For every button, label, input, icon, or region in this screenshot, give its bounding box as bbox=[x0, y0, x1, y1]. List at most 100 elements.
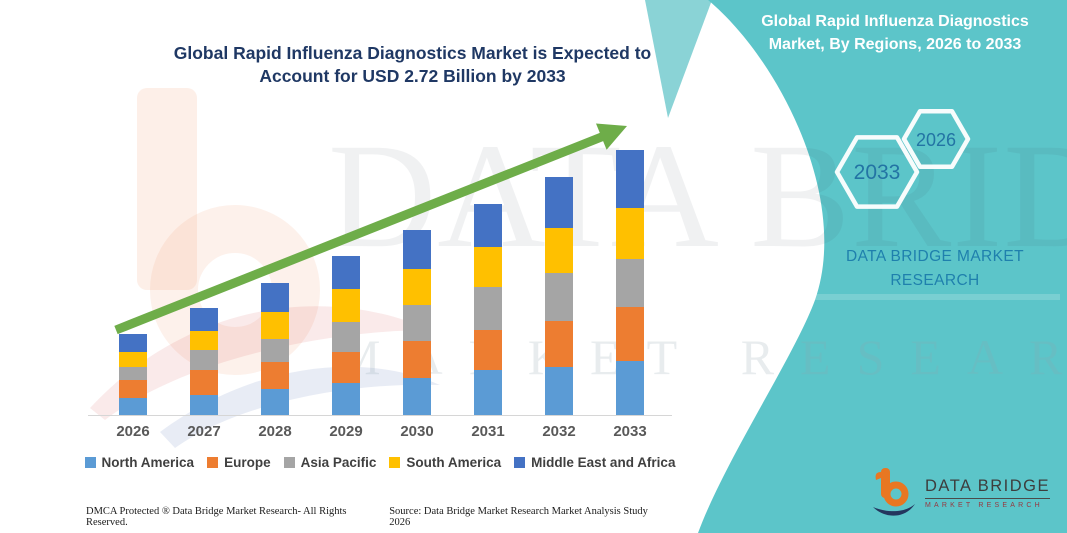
bar-2031 bbox=[474, 203, 502, 415]
legend-item-south-america: South America bbox=[389, 455, 501, 470]
bar-2033 bbox=[616, 150, 644, 415]
bar-segment-2029-europe bbox=[332, 351, 360, 383]
bar-segment-2033-middle-east-and-africa bbox=[616, 150, 644, 208]
legend-label-asia-pacific: Asia Pacific bbox=[300, 455, 377, 470]
databridge-logo-text: DATA BRIDGE MARKET RESEARCH bbox=[925, 477, 1050, 509]
bar-segment-2032-north-america bbox=[545, 367, 573, 415]
brand-text: DATA BRIDGE MARKET RESEARCH bbox=[815, 245, 1055, 293]
brand-text-line2: RESEARCH bbox=[890, 272, 980, 289]
teal-light-wedge bbox=[645, 0, 712, 118]
bar-segment-2030-middle-east-and-africa bbox=[403, 229, 431, 269]
legend-label-north-america: North America bbox=[101, 455, 195, 470]
hexagon-2033 bbox=[834, 135, 920, 209]
bar-segment-2027-europe bbox=[190, 370, 218, 395]
x-axis-label-2030: 2030 bbox=[400, 423, 434, 440]
legend-swatch-middle-east-and-africa bbox=[514, 457, 526, 468]
legend-label-middle-east-and-africa: Middle East and Africa bbox=[531, 455, 676, 470]
bar-2026 bbox=[119, 334, 147, 415]
chart-legend: North America Europe Asia Pacific South Ame… bbox=[84, 455, 675, 470]
bar-segment-2031-middle-east-and-africa bbox=[474, 203, 502, 248]
x-axis-label-2033: 2033 bbox=[613, 423, 647, 440]
bar-segment-2029-asia-pacific bbox=[332, 321, 360, 352]
x-axis-label-2027: 2027 bbox=[187, 423, 221, 440]
bar-segment-2031-europe bbox=[474, 330, 502, 371]
chart-title-line2: Account for USD 2.72 Billion by 2033 bbox=[259, 66, 566, 86]
hexagon-2026 bbox=[901, 109, 971, 169]
bar-segment-2027-middle-east-and-africa bbox=[190, 307, 218, 332]
hexagon-2033-label: 2033 bbox=[854, 161, 901, 184]
legend-label-europe: Europe bbox=[224, 455, 271, 470]
legend-swatch-south-america bbox=[389, 457, 401, 468]
hexagon-2026-label: 2026 bbox=[916, 130, 956, 150]
bar-segment-2033-north-america bbox=[616, 361, 644, 415]
bar-segment-2031-asia-pacific bbox=[474, 287, 502, 331]
legend-item-asia-pacific: Asia Pacific bbox=[283, 455, 377, 470]
x-axis-label-2032: 2032 bbox=[542, 423, 576, 440]
legend-label-south-america: South America bbox=[406, 455, 502, 470]
bar-segment-2031-south-america bbox=[474, 247, 502, 288]
legend-swatch-north-america bbox=[84, 457, 96, 468]
logo-brand-name: DATA BRIDGE bbox=[925, 477, 1050, 499]
right-panel-title-line1: Global Rapid Influenza Diagnostics bbox=[761, 13, 1029, 30]
bar-segment-2029-south-america bbox=[332, 289, 360, 322]
bar-segment-2029-north-america bbox=[332, 382, 360, 415]
bar-2029 bbox=[332, 256, 360, 415]
footer: DMCA Protected ® Data Bridge Market Rese… bbox=[86, 506, 670, 528]
bar-segment-2028-europe bbox=[261, 362, 289, 389]
legend-swatch-asia-pacific bbox=[283, 457, 295, 468]
x-axis-label-2029: 2029 bbox=[329, 423, 363, 440]
footer-source-text: Source: Data Bridge Market Research Mark… bbox=[389, 506, 648, 528]
chart-title: Global Rapid Influenza Diagnostics Marke… bbox=[155, 42, 670, 88]
brand-text-line1: DATA BRIDGE MARKET bbox=[845, 248, 1024, 265]
bar-segment-2032-south-america bbox=[545, 227, 573, 273]
legend-item-europe: Europe bbox=[207, 455, 271, 470]
bar-segment-2028-asia-pacific bbox=[261, 339, 289, 363]
bar-segment-2028-north-america bbox=[261, 388, 289, 415]
bar-segment-2028-middle-east-and-africa bbox=[261, 282, 289, 312]
databridge-logo: DATA BRIDGE MARKET RESEARCH bbox=[872, 466, 1050, 520]
bar-segment-2032-europe bbox=[545, 320, 573, 368]
x-axis-label-2031: 2031 bbox=[471, 423, 505, 440]
bar-segment-2026-europe bbox=[119, 379, 147, 399]
bar-2027 bbox=[190, 307, 218, 415]
bar-segment-2033-asia-pacific bbox=[616, 259, 644, 307]
legend-item-middle-east-and-africa: Middle East and Africa bbox=[514, 455, 675, 470]
x-axis-label-2028: 2028 bbox=[258, 423, 292, 440]
bar-segment-2028-south-america bbox=[261, 311, 289, 340]
right-panel-title: Global Rapid Influenza Diagnostics Marke… bbox=[740, 10, 1050, 56]
bar-segment-2033-south-america bbox=[616, 207, 644, 260]
right-panel-title-line2: Market, By Regions, 2026 to 2033 bbox=[768, 36, 1022, 53]
logo-subtitle: MARKET RESEARCH bbox=[925, 502, 1043, 509]
bar-segment-2030-asia-pacific bbox=[403, 304, 431, 341]
bar-segment-2033-europe bbox=[616, 306, 644, 362]
bar-segment-2032-middle-east-and-africa bbox=[545, 177, 573, 228]
bar-2032 bbox=[545, 177, 573, 415]
bar-segment-2027-north-america bbox=[190, 394, 218, 415]
bar-segment-2026-north-america bbox=[119, 398, 147, 415]
bar-segment-2032-asia-pacific bbox=[545, 272, 573, 321]
chart-title-line1: Global Rapid Influenza Diagnostics Marke… bbox=[173, 43, 652, 63]
bar-segment-2030-europe bbox=[403, 340, 431, 378]
legend-swatch-europe bbox=[207, 457, 219, 468]
hexagon-badges: 2026 2033 bbox=[834, 109, 971, 209]
bar-segment-2026-asia-pacific bbox=[119, 367, 147, 380]
bar-2030 bbox=[403, 229, 431, 415]
bar-segment-2027-south-america bbox=[190, 331, 218, 350]
bar-segment-2026-middle-east-and-africa bbox=[119, 334, 147, 352]
bar-segment-2030-south-america bbox=[403, 268, 431, 305]
teal-panel bbox=[698, 0, 1067, 533]
bar-segment-2031-north-america bbox=[474, 370, 502, 415]
plot-area: 2026 2027 2028 2029 2030 2031 2032 2033 bbox=[88, 110, 672, 440]
databridge-logo-icon bbox=[873, 468, 915, 516]
bar-segment-2029-middle-east-and-africa bbox=[332, 256, 360, 290]
x-axis-label-2026: 2026 bbox=[116, 423, 150, 440]
bar-2028 bbox=[261, 282, 289, 415]
footer-dmca-text: DMCA Protected ® Data Bridge Market Rese… bbox=[86, 506, 347, 528]
bar-segment-2030-north-america bbox=[403, 377, 431, 415]
x-axis-line bbox=[88, 415, 672, 416]
legend-item-north-america: North America bbox=[84, 455, 195, 470]
bar-segment-2026-south-america bbox=[119, 351, 147, 368]
bar-segment-2027-asia-pacific bbox=[190, 349, 218, 371]
